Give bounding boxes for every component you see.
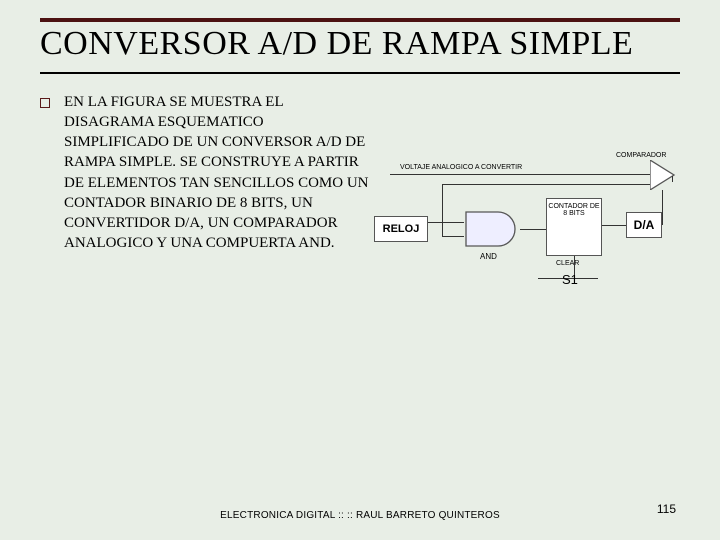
- slide: CONVERSOR A/D DE RAMPA SIMPLE EN LA FIGU…: [0, 0, 720, 540]
- reloj-box: RELOJ: [374, 216, 428, 242]
- bullet-block: EN LA FIGURA SE MUESTRA EL DISAGRAMA ESQ…: [40, 92, 370, 332]
- reloj-label: RELOJ: [383, 223, 420, 235]
- wire: [662, 190, 663, 212]
- label-voltage: VOLTAJE ANALOGICO A CONVERTIR: [400, 164, 522, 171]
- wire: [442, 236, 464, 237]
- label-comparator: COMPARADOR: [616, 152, 666, 159]
- da-label: D/A: [634, 218, 655, 232]
- wire: [662, 212, 663, 225]
- bullet-text: EN LA FIGURA SE MUESTRA EL DISAGRAMA ESQ…: [64, 92, 370, 332]
- page-number: 115: [657, 502, 676, 516]
- wire: [602, 225, 626, 226]
- content-row: EN LA FIGURA SE MUESTRA EL DISAGRAMA ESQ…: [40, 92, 680, 332]
- bullet-square-icon: [40, 98, 50, 108]
- comparator-icon: [650, 160, 676, 190]
- counter-label: CONTADOR DE 8 BITS: [547, 203, 601, 218]
- da-box: D/A: [626, 212, 662, 238]
- wire: [672, 176, 673, 182]
- and-gate-icon: [464, 210, 522, 248]
- wire: [428, 222, 464, 223]
- wire: [442, 184, 443, 236]
- rule-bottom: [40, 72, 680, 74]
- wire: [520, 229, 546, 230]
- schematic-diagram: VOLTAJE ANALOGICO A CONVERTIR COMPARADOR…: [370, 152, 680, 332]
- rule-top: [40, 18, 680, 22]
- and-caption: AND: [480, 252, 497, 261]
- wire: [442, 184, 650, 185]
- clear-label: CLEAR: [556, 260, 579, 267]
- wire: [390, 174, 650, 175]
- footer: ELECTRONICA DIGITAL :: :: RAUL BARRETO Q…: [0, 510, 720, 522]
- counter-box: CONTADOR DE 8 BITS: [546, 198, 602, 256]
- footer-text: ELECTRONICA DIGITAL :: :: RAUL BARRETO Q…: [180, 510, 540, 522]
- slide-title: CONVERSOR A/D DE RAMPA SIMPLE: [40, 24, 680, 68]
- s1-label: S1: [562, 272, 578, 287]
